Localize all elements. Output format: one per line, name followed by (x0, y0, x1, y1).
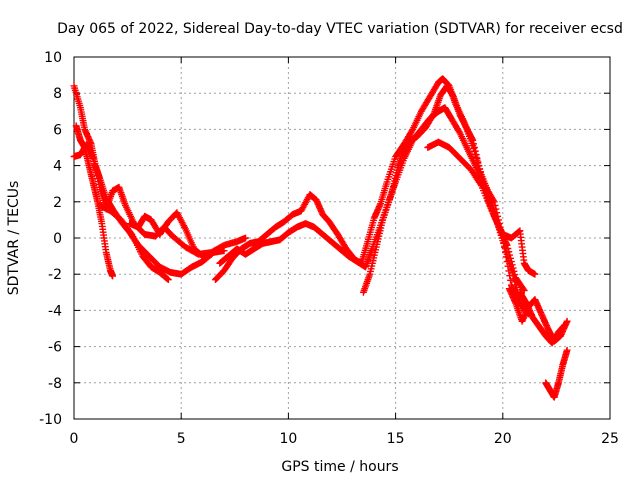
y-axis-label: SDTVAR / TECUs (6, 181, 22, 296)
data-point (472, 151, 480, 159)
data-point (476, 165, 484, 173)
data-point (127, 229, 135, 237)
series-arc-4 (96, 202, 172, 284)
data-point (510, 267, 518, 275)
data-point (531, 270, 539, 278)
y-tick-label: -10 (39, 412, 62, 428)
data-point (509, 264, 517, 272)
data-point (429, 111, 437, 118)
y-tick-label: -6 (48, 340, 62, 356)
data-point (473, 154, 481, 162)
data-point (506, 272, 514, 280)
data-point (563, 317, 571, 325)
data-point (490, 198, 498, 206)
data-point (511, 271, 519, 278)
data-point (503, 241, 511, 249)
x-tick-label: 15 (387, 431, 405, 447)
data-point (109, 272, 116, 280)
x-tick-label: 10 (279, 431, 297, 447)
data-point (492, 205, 500, 213)
data-point (519, 285, 527, 293)
data-point (474, 158, 482, 166)
x-tick-label: 0 (70, 431, 79, 447)
series-arc-3 (70, 140, 249, 258)
data-point (164, 275, 171, 283)
data-point (471, 144, 478, 151)
y-tick-label: 2 (53, 195, 62, 211)
data-point (475, 162, 483, 169)
y-tick-label: 6 (53, 122, 62, 138)
data-point (469, 136, 477, 144)
data-point (505, 248, 513, 256)
series-arc-12 (542, 346, 571, 401)
data-point (470, 140, 478, 148)
data-point (508, 261, 516, 269)
x-tick-label: 25 (601, 431, 619, 447)
x-tick-label: 5 (177, 431, 186, 447)
series-arc-8 (360, 82, 528, 296)
data-point (520, 287, 528, 294)
data-point (207, 250, 215, 258)
y-tick-label: 10 (44, 50, 62, 66)
data-point (506, 251, 514, 259)
x-tick-label: 20 (494, 431, 512, 447)
data-point (507, 276, 514, 284)
y-tick-labels: -10 -8 -6 -4 -2 0 2 4 6 8 10 (39, 50, 62, 428)
data-point (561, 321, 569, 329)
x-tick-labels: 0 5 10 15 20 25 (70, 431, 619, 447)
series-arc-5 (126, 209, 215, 260)
chart-title: Day 065 of 2022, Sidereal Day-to-day VTE… (57, 21, 623, 37)
data-point (502, 253, 510, 261)
series-arc-9 (424, 138, 539, 278)
data-point (164, 276, 172, 284)
data-point (471, 147, 479, 155)
data-point (504, 245, 512, 252)
y-tick-label: 4 (53, 159, 62, 175)
data-point (507, 258, 515, 265)
data-point (477, 169, 484, 177)
data-point (563, 346, 571, 354)
y-tick-label: 8 (53, 86, 62, 102)
series-arc-11 (516, 288, 569, 347)
data-point (242, 234, 249, 242)
y-tick-label: -4 (48, 303, 62, 319)
x-axis-label: GPS time / hours (281, 459, 398, 475)
data-series (70, 75, 571, 401)
y-tick-label: -2 (48, 267, 62, 283)
y-tick-label: -8 (48, 376, 62, 392)
y-tick-label: 0 (53, 231, 62, 247)
data-point (504, 262, 512, 270)
data-point (507, 254, 514, 262)
